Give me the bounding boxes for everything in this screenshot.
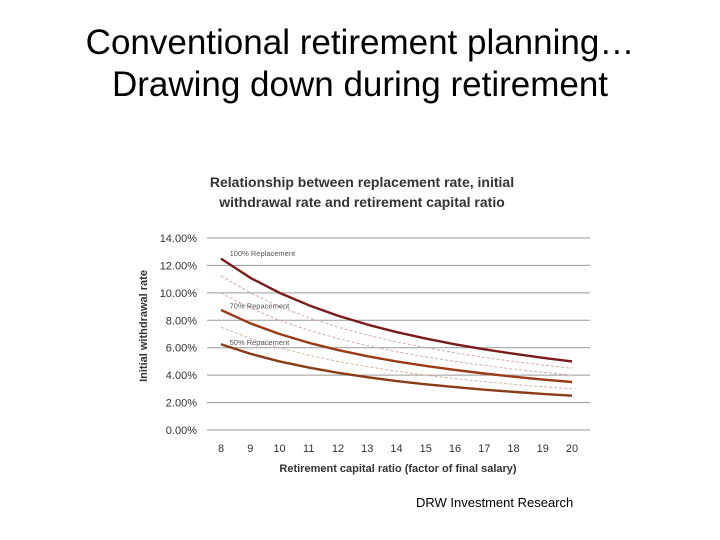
y-axis-ticks: 0.00% 2.00% 4.00% 6.00% 8.00% 10.00% 12.00% 14.…	[160, 233, 198, 437]
x-tick-label: 11	[303, 443, 314, 455]
x-tick-label: 13	[361, 443, 373, 455]
series-annotations: 100% Replacement 70% Repacement 50% Repace…	[230, 249, 296, 347]
x-tick-label: 15	[420, 443, 432, 455]
x-tick-label: 14	[390, 443, 402, 455]
y-tick-label: 12.00%	[160, 260, 198, 272]
x-tick-label: 17	[478, 443, 490, 455]
series-annotation: 100% Replacement	[230, 249, 296, 258]
x-tick-label: 8	[218, 443, 224, 455]
gridlines	[207, 237, 590, 431]
chart-title: Relationship between replacement rate, i…	[210, 174, 514, 210]
x-tick-label: 10	[273, 443, 285, 455]
y-tick-label: 0.00%	[166, 425, 197, 437]
y-tick-label: 10.00%	[160, 288, 198, 300]
series-annotation: 50% Repacement	[230, 338, 291, 347]
series-line	[220, 257, 573, 363]
intermediate-series-lines	[220, 275, 573, 390]
y-tick-label: 6.00%	[166, 343, 197, 355]
x-tick-label: 19	[537, 443, 549, 455]
x-axis-label: Retirement capital ratio (factor of fina…	[279, 463, 517, 475]
chart-title-line-2: withdrawal rate and retirement capital r…	[218, 194, 505, 210]
x-tick-label: 16	[449, 443, 461, 455]
intermediate-series-line	[220, 275, 573, 369]
series-annotation: 70% Repacement	[230, 302, 291, 311]
series-line	[220, 308, 573, 384]
slide-title: Conventional retirement planning… Drawin…	[0, 22, 720, 106]
series-lines	[220, 257, 573, 397]
y-tick-label: 4.00%	[166, 370, 197, 382]
x-tick-label: 20	[566, 443, 578, 455]
y-axis-label: Initial withdrawal rate	[138, 270, 150, 382]
y-tick-label: 8.00%	[166, 315, 197, 327]
x-tick-label: 18	[507, 443, 519, 455]
x-axis-ticks: 8 9 10 11 12 13 14 15 16 17 18 19 20	[218, 443, 578, 455]
y-tick-label: 2.00%	[166, 398, 197, 410]
slide-title-line-1: Conventional retirement planning…	[85, 23, 635, 62]
source-credit: DRW Investment Research	[416, 495, 574, 510]
x-tick-label: 12	[332, 443, 344, 455]
y-tick-label: 14.00%	[160, 233, 198, 245]
x-tick-label: 9	[247, 443, 253, 455]
intermediate-series-line	[220, 326, 573, 390]
intermediate-series-line	[220, 292, 573, 376]
chart-title-line-1: Relationship between replacement rate, i…	[210, 174, 514, 190]
series-line	[220, 343, 573, 397]
slide-title-line-2: Drawing down during retirement	[111, 65, 609, 104]
